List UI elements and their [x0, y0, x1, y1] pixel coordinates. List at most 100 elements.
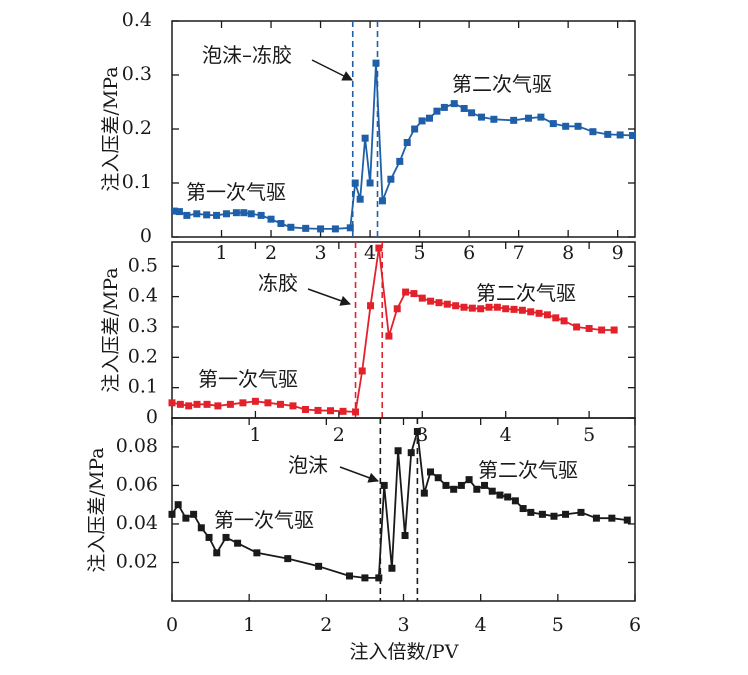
- data-point-marker: [435, 299, 443, 307]
- x-tick-label: 6: [629, 614, 641, 636]
- data-point-marker: [434, 474, 442, 482]
- data-point-marker: [176, 400, 184, 408]
- data-point-marker: [433, 107, 441, 115]
- data-point-marker: [226, 400, 234, 408]
- data-point-marker: [511, 497, 519, 505]
- data-point-marker: [175, 208, 183, 216]
- data-point-marker: [302, 224, 310, 232]
- data-point-marker: [367, 302, 375, 310]
- data-point-marker: [190, 510, 198, 518]
- data-point-marker: [629, 131, 637, 139]
- annotation-text: 泡沫–冻胶: [202, 43, 292, 67]
- data-point-marker: [510, 116, 518, 124]
- data-point-marker: [490, 115, 498, 123]
- data-point-marker: [552, 314, 560, 322]
- data-point-marker: [488, 487, 496, 495]
- series-line: [174, 62, 633, 230]
- axes: 0 0.1 0.2 0.3 0.4 0.5 1 2 3 4 5: [128, 242, 635, 446]
- annotation-arrow: [307, 288, 351, 306]
- annotation-second-gas-drive: 第二次气驱: [478, 458, 578, 482]
- data-point-marker: [510, 305, 518, 313]
- data-point-marker: [473, 485, 481, 493]
- panel-top: 0 0.1 0.2 0.3 0.4 1 2 3 4 5 6 7 8 9 注入压差/MPa 泡沫–冻胶 第二…: [100, 9, 637, 264]
- data-point-marker: [375, 574, 383, 582]
- data-point-marker: [560, 317, 568, 325]
- data-point-marker: [598, 326, 606, 334]
- annotation-foam-gel: 泡沫–冻胶: [202, 43, 353, 81]
- data-point-marker: [385, 332, 393, 340]
- data-point-marker: [358, 367, 366, 375]
- data-point-marker: [585, 324, 593, 332]
- data-point-marker: [418, 294, 426, 302]
- data-point-marker: [168, 399, 176, 407]
- series-line: [171, 247, 615, 413]
- x-tick-label: 4: [500, 424, 512, 446]
- data-point-marker: [450, 485, 458, 493]
- annotation-arrow: [311, 59, 353, 81]
- data-point-marker: [301, 406, 309, 414]
- data-point-marker: [394, 447, 402, 455]
- x-tick-label: 4: [364, 242, 376, 264]
- data-point-marker: [502, 305, 510, 313]
- annotation-arrow: [339, 466, 379, 483]
- data-point-marker: [393, 305, 401, 313]
- data-point-marker: [440, 103, 448, 111]
- data-point-marker: [457, 481, 465, 489]
- data-point-marker: [315, 562, 323, 570]
- data-point-marker: [388, 564, 396, 572]
- data-point-marker: [403, 139, 411, 146]
- data-point-marker: [239, 399, 247, 407]
- data-point-marker: [327, 407, 335, 415]
- y-tick-label: 0.02: [116, 550, 158, 572]
- data-point-marker: [361, 574, 369, 582]
- data-point-marker: [247, 210, 255, 218]
- data-point-marker: [452, 302, 460, 310]
- data-point-marker: [182, 514, 190, 522]
- data-point-marker: [420, 489, 428, 497]
- data-point-marker: [589, 128, 597, 136]
- data-point-marker: [442, 481, 450, 489]
- data-point-marker: [543, 311, 551, 319]
- data-point-marker: [287, 223, 295, 231]
- data-point-marker: [185, 402, 193, 410]
- data-point-marker: [197, 524, 205, 532]
- data-point-marker: [234, 539, 242, 547]
- x-tick-label: 1: [243, 614, 255, 636]
- data-point-marker: [468, 109, 476, 117]
- data-point-marker: [574, 122, 582, 130]
- y-tick-label: 0: [140, 225, 152, 247]
- series-group: [170, 59, 637, 233]
- data-point-marker: [550, 512, 558, 520]
- data-point-marker: [427, 297, 435, 305]
- data-point-marker: [496, 491, 504, 499]
- data-point-marker: [387, 175, 395, 183]
- annotation-first-gas-drive: 第一次气驱: [198, 367, 298, 391]
- data-point-marker: [485, 303, 493, 311]
- data-point-marker: [481, 481, 489, 489]
- data-point-marker: [214, 402, 222, 410]
- data-point-marker: [538, 510, 546, 518]
- data-point-marker: [168, 510, 176, 518]
- data-point-marker: [213, 549, 221, 557]
- data-point-marker: [623, 516, 631, 524]
- data-point-marker: [345, 572, 353, 580]
- data-point-marker: [289, 402, 297, 410]
- x-tick-label: 3: [315, 242, 327, 264]
- data-point-marker: [317, 225, 325, 233]
- annotation-text: 泡沫: [288, 453, 328, 477]
- y-tick-label: 0.08: [116, 435, 158, 457]
- data-point-marker: [562, 510, 570, 518]
- y-axis-title: 注入压差/MPa: [100, 66, 122, 191]
- data-point-marker: [222, 210, 230, 218]
- data-point-marker: [183, 211, 191, 219]
- annotation-first-gas-drive: 第一次气驱: [214, 508, 314, 532]
- data-point-marker: [205, 533, 213, 541]
- data-point-marker: [460, 104, 468, 112]
- y-tick-label: 0.4: [122, 9, 152, 31]
- data-point-marker: [314, 406, 322, 414]
- data-point-marker: [251, 397, 259, 405]
- data-point-marker: [468, 304, 476, 312]
- data-point-marker: [193, 210, 201, 218]
- x-tick-label: 5: [552, 614, 564, 636]
